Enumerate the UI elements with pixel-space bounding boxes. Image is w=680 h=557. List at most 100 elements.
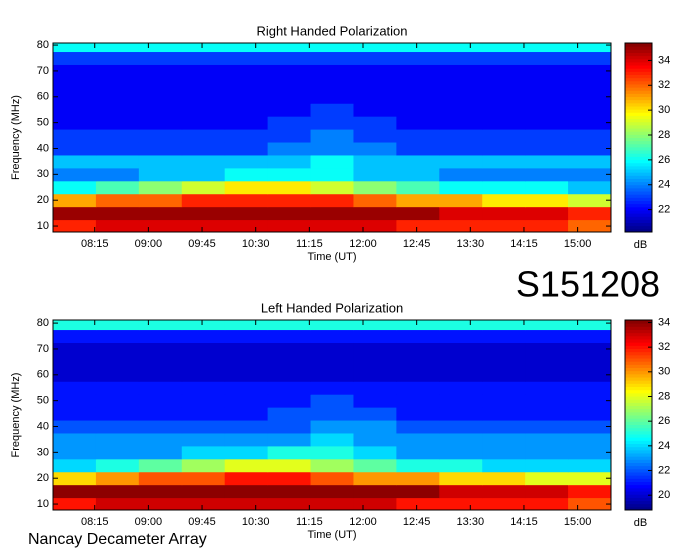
colorbar-step [625,415,652,419]
cell [396,116,440,130]
cell [267,497,312,510]
x-tick-label: 11:15 [296,516,323,528]
cell [482,64,526,78]
colorbar-step [625,109,652,113]
cell [181,51,226,65]
colorbar-step [625,323,652,327]
cell [439,90,483,104]
cell [353,407,397,421]
x-tick-label: 14:15 [510,516,538,528]
cell [138,497,183,510]
colorbar-step [625,90,652,94]
x-tick-label: 10:30 [242,516,270,528]
cell [525,342,569,356]
cell [482,103,526,117]
cell [224,116,269,130]
cell [525,394,569,408]
cell [439,77,483,91]
cell [95,320,140,331]
cell [95,64,140,78]
cell [439,219,483,232]
cell [568,394,611,408]
cell [525,167,569,182]
colorbar-step [625,383,652,387]
cell [53,103,97,117]
cell [53,90,97,104]
cell [267,116,312,130]
cell [53,129,97,143]
session-label: S151208 [516,264,660,305]
cell [95,381,140,395]
footer: Nancay Decameter Array [28,531,207,548]
y-axis-label: Frequency (MHz) [10,373,22,458]
cell [396,342,440,356]
colorbar-step [625,219,652,224]
cell [138,43,183,53]
cell [353,180,397,195]
cell [310,167,354,182]
cell [138,458,183,473]
cell [525,219,569,232]
cell [482,43,526,53]
cell [525,420,569,434]
cell [482,154,526,169]
y-tick-label: 80 [37,39,49,51]
y-tick-label: 70 [37,65,49,77]
colorbar-step [625,361,652,365]
cell [53,116,97,130]
colorbar-step [625,187,652,192]
cell [310,142,354,156]
cell [396,103,440,117]
colorbar-step [625,494,652,498]
cell [568,90,611,104]
cell [267,180,312,195]
cell [482,51,526,65]
cell [267,320,312,331]
colorbar-step [625,459,652,463]
colorbar-step [625,345,652,349]
colorbar-step [625,99,652,104]
cell [525,445,569,460]
cell [439,320,483,331]
cell [568,445,611,460]
colorbar-step [625,134,652,138]
cell [482,471,526,486]
colorbar-step [625,169,652,173]
colorbar-step [625,351,652,356]
cell [138,471,183,486]
cell [353,368,397,382]
cell [439,329,483,343]
colorbar-step [625,159,652,164]
cell [181,342,226,356]
colorbar-step [625,209,652,214]
colorbar-step [625,443,652,448]
colorbar-step [625,143,652,148]
colorbar-step [625,137,652,142]
cell [310,381,354,395]
colorbar-step [625,354,652,359]
cell [353,458,397,473]
colorbar-tick-label: 24 [658,440,670,452]
cell [439,432,483,447]
cell [138,219,183,232]
x-tick-label: 15:00 [564,516,592,528]
cell [525,329,569,343]
cell [396,51,440,65]
cell [138,394,183,408]
cell [568,342,611,356]
cell [568,471,611,486]
cell [482,142,526,156]
cell [95,116,140,130]
colorbar-step [625,175,652,179]
colorbar-step [625,200,652,205]
cell [396,142,440,156]
cell [138,432,183,447]
cell [267,206,312,221]
colorbar-step [625,165,652,170]
colorbar-step [625,172,652,176]
cell [439,407,483,421]
x-tick-label: 12:00 [349,238,377,250]
cell [138,329,183,343]
cell [95,407,140,421]
